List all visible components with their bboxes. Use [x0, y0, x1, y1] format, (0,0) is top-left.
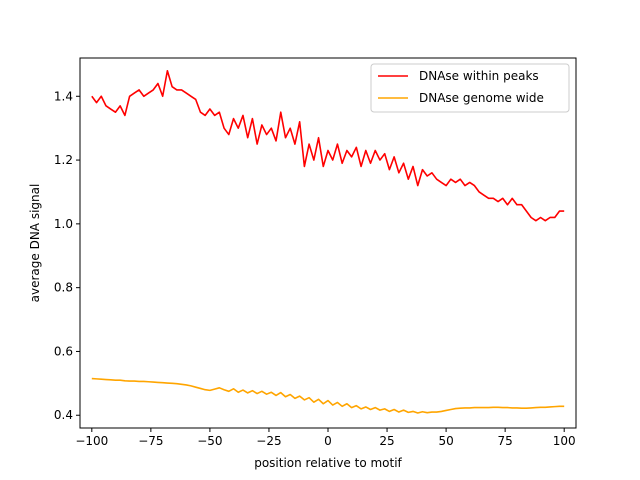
x-axis: −100 −75 −50 −25 0 25 50 75 100 — [75, 428, 576, 448]
y-tick-label: 0.8 — [54, 281, 73, 295]
y-tick-label: 1.4 — [54, 89, 73, 103]
x-axis-label: position relative to motif — [254, 456, 402, 470]
y-tick-label: 0.4 — [54, 408, 73, 422]
x-tick-label: −100 — [75, 434, 108, 448]
x-tick-label: −25 — [256, 434, 281, 448]
series-layer — [91, 69, 565, 414]
x-tick-label: −50 — [197, 434, 222, 448]
legend-label-genome-wide: DNAse genome wide — [419, 91, 544, 105]
y-tick-label: 1.2 — [54, 153, 73, 167]
x-tick-label: 0 — [324, 434, 332, 448]
legend-label-within-peaks: DNAse within peaks — [419, 69, 539, 83]
plot-area — [80, 58, 576, 428]
legend: DNAse within peaks DNAse genome wide — [370, 63, 570, 113]
y-tick-label: 1.0 — [54, 217, 73, 231]
x-tick-label: 50 — [438, 434, 453, 448]
legend-frame — [370, 63, 570, 113]
x-tick-label: −75 — [138, 434, 163, 448]
series-line-genome-wide — [91, 377, 565, 414]
y-axis-label: average DNA signal — [28, 184, 42, 303]
x-tick-label: 100 — [553, 434, 576, 448]
x-tick-label: 75 — [498, 434, 513, 448]
series-line-within-peaks — [91, 69, 565, 222]
x-tick-label: 25 — [379, 434, 394, 448]
y-axis: 0.4 0.6 0.8 1.0 1.2 1.4 — [54, 89, 80, 422]
y-tick-label: 0.6 — [54, 344, 73, 358]
